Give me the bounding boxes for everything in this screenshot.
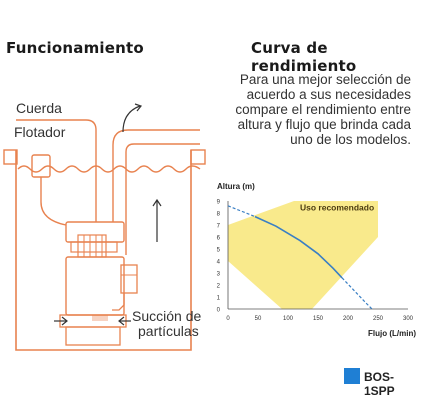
- section-title-performance: Curva de rendimiento: [251, 39, 357, 75]
- discharge-pipe-outer: [112, 129, 200, 222]
- y-tick-label: 5: [217, 248, 221, 254]
- label-cord: Cuerda: [16, 100, 62, 116]
- label-suction-2: partículas: [138, 323, 199, 339]
- float-cable: [40, 177, 67, 226]
- legend-swatch: [344, 368, 360, 384]
- tank-flange-left: [3, 149, 18, 165]
- zone-label: Uso recomendado: [300, 203, 374, 213]
- x-tick-label: 0: [226, 316, 230, 322]
- performance-chart: Uso recomendado 0 1 2 3 4 5 6 7 8 9 0 50 100 150 200 250…: [217, 182, 417, 338]
- pump-band: [70, 241, 118, 253]
- desc-line: compare el rendimiento entre: [235, 102, 411, 117]
- y-tick-label: 9: [217, 200, 221, 206]
- y-axis-label: Altura (m): [217, 182, 255, 191]
- label-float: Flotador: [14, 124, 66, 140]
- desc-line: acuerdo a sus necesidades: [246, 87, 411, 102]
- desc-line: Para una mejor selección de: [239, 72, 411, 87]
- y-tick-label: 3: [217, 272, 221, 278]
- legend-label: BOS-1SPP: [364, 370, 395, 398]
- y-tick-label: 8: [217, 212, 221, 218]
- curve-dashed-end: [341, 277, 373, 310]
- x-tick-label: 250: [373, 316, 384, 322]
- desc-line: uno de los modelos.: [290, 132, 411, 147]
- section-title-operation: Funcionamiento: [6, 39, 144, 57]
- pump-intake: [65, 326, 121, 346]
- label-suction-1: Succión de: [132, 308, 202, 324]
- performance-description: Para una mejor selección de acuerdo a su…: [201, 72, 411, 147]
- y-tick-label: 1: [217, 296, 221, 302]
- x-tick-label: 150: [313, 316, 324, 322]
- y-tick-label: 7: [217, 224, 221, 230]
- y-tick-label: 6: [217, 236, 221, 242]
- flow-out-arrow: [122, 105, 141, 133]
- x-tick-label: 200: [343, 316, 354, 322]
- x-tick-label: 100: [283, 316, 294, 322]
- pump-top: [65, 221, 125, 243]
- tank-flange-right: [190, 149, 206, 165]
- tank-outline: [15, 150, 192, 351]
- water-surface: [17, 165, 201, 173]
- pump-motor: [65, 256, 125, 316]
- curve-dashed-start: [227, 205, 256, 218]
- y-tick-label: 0: [217, 308, 221, 314]
- y-tick-label: 4: [217, 260, 221, 266]
- x-axis-label: Flujo (L/min): [368, 329, 416, 338]
- discharge-pipe-inner: [125, 143, 200, 255]
- cord-line: [16, 119, 97, 222]
- pump-operation-diagram: [3, 103, 206, 351]
- recommended-zone: [228, 201, 378, 309]
- pipe-coupling: [120, 264, 138, 294]
- desc-line: altura y flujo que brinda cada: [237, 117, 411, 132]
- x-tick-label: 50: [255, 316, 262, 322]
- curve-solid: [254, 215, 343, 279]
- y-tick-label: 2: [217, 284, 221, 290]
- x-tick-label: 300: [403, 316, 414, 322]
